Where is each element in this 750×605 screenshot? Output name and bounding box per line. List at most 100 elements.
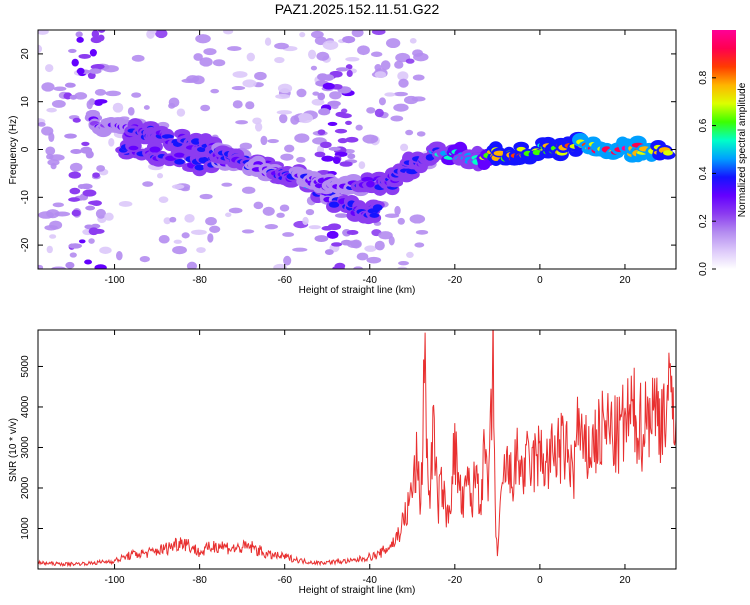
heatmap-cell: [200, 104, 211, 112]
heatmap-cell: [321, 155, 335, 162]
heatmap-cell: [305, 208, 315, 216]
heatmap-cell: [193, 53, 203, 61]
heatmap-cell: [41, 82, 55, 92]
heatmap-cell: [128, 145, 139, 151]
y-tick-label: 2000: [20, 476, 31, 499]
heatmap-cell: [366, 256, 382, 264]
heatmap-cell: [223, 30, 234, 35]
snr-x-ticks: -100 -80 -60 -40 -20 0 20: [105, 330, 631, 586]
heatmap-cell: [280, 153, 294, 161]
heatmap-cell: [191, 138, 202, 145]
heatmap-cell: [142, 181, 154, 187]
heatmap-cell: [231, 85, 246, 91]
heatmap-cell: [311, 98, 325, 106]
heatmap-cell: [320, 141, 332, 149]
heatmap-cell: [380, 60, 391, 71]
heatmap-cell: [72, 117, 81, 123]
heatmap-cell: [245, 101, 255, 110]
colorbar-tick-label: 0.6: [698, 118, 709, 132]
heatmap-cell: [94, 89, 107, 96]
x-tick-label: 20: [619, 275, 631, 286]
heatmap-cell: [46, 245, 53, 254]
x-tick-label: -20: [448, 575, 463, 586]
heatmap-cell: [68, 171, 81, 179]
colorbar-ticks: 0.0 0.2 0.4 0.6 0.8: [698, 70, 716, 276]
heatmap-cell: [372, 204, 383, 212]
heatmap-cell: [172, 245, 187, 255]
heatmap-cell: [284, 144, 295, 153]
heatmap-cell: [87, 72, 96, 80]
heatmap-cell: [353, 266, 364, 269]
heatmap-cell: [318, 108, 331, 116]
heatmap-cell: [274, 56, 285, 64]
heatmap-cell: [68, 197, 81, 202]
heatmap-cell: [398, 261, 410, 266]
heatmap-cell: [374, 240, 385, 251]
heatmap-cell: [199, 57, 213, 67]
x-tick-label: -100: [105, 275, 125, 286]
heatmap-cell: [323, 74, 335, 81]
x-tick-label: -60: [277, 575, 292, 586]
heatmap-cell: [405, 58, 415, 64]
heatmap-cell: [322, 82, 335, 90]
heatmap-cell: [116, 251, 123, 261]
heatmap-cell: [74, 92, 88, 100]
heatmap-cell: [84, 259, 92, 265]
heatmap-cell: [409, 214, 426, 224]
heatmap-cell: [279, 113, 288, 124]
heatmap-cell: [157, 173, 164, 179]
heatmap-cell: [414, 242, 425, 248]
heatmap-cell: [207, 233, 214, 243]
heatmap-cell: [48, 132, 55, 143]
heatmap-cell: [409, 38, 417, 44]
heatmap-cell: [334, 213, 349, 218]
heatmap-cell: [232, 100, 243, 109]
heatmap-cell: [260, 135, 268, 146]
heatmap-cell: [64, 82, 76, 88]
heatmap-cell: [346, 229, 359, 235]
heatmap-cell: [276, 212, 285, 218]
heatmap-cell: [169, 216, 177, 223]
x-tick-label: -60: [277, 275, 292, 286]
heatmap-cell: [328, 201, 340, 208]
heatmap-cell: [76, 36, 84, 43]
heatmap-cell: [345, 136, 359, 143]
heatmap-signal-track: [84, 109, 676, 197]
heatmap-cell: [99, 246, 112, 255]
heatmap-cell: [384, 213, 400, 218]
heatmap-cell: [75, 31, 83, 38]
x-tick-label: 0: [537, 275, 543, 286]
x-tick-label: -80: [192, 275, 207, 286]
heatmap-cell: [358, 161, 366, 170]
heatmap-cell: [273, 263, 287, 269]
y-tick-label: 0: [20, 146, 31, 152]
heatmap-cell: [364, 245, 377, 252]
heatmap-cell: [366, 180, 375, 188]
heatmap-cell: [406, 251, 414, 258]
heatmap-cell: [350, 239, 362, 249]
heatmap-cell: [196, 146, 207, 153]
heatmap-cell: [68, 48, 77, 53]
heatmap-cell: [118, 201, 133, 207]
heatmap-cell: [355, 124, 363, 131]
heatmap-cell: [69, 162, 83, 172]
heatmap-cell: [131, 92, 142, 98]
heatmap-cell: [241, 186, 256, 194]
y-tick-label: 10: [20, 96, 31, 108]
heatmap-cell: [195, 34, 211, 44]
heatmap-cell: [412, 74, 425, 81]
heatmap-cell: [90, 64, 105, 70]
heatmap-cell: [81, 141, 90, 146]
heatmap-cell: [49, 220, 63, 230]
heatmap-cell: [264, 37, 272, 46]
heatmap-cell: [112, 102, 124, 113]
heatmap-cell: [369, 212, 380, 218]
heatmap-cell: [312, 91, 320, 96]
heatmap-cell: [275, 94, 291, 99]
heatmap-cell: [221, 182, 233, 187]
heatmap-cell: [663, 150, 673, 156]
snr-y-ticks: 1000 2000 3000 4000 5000: [20, 355, 676, 540]
x-tick-label: 20: [619, 575, 631, 586]
y-tick-label: 20: [20, 48, 31, 60]
